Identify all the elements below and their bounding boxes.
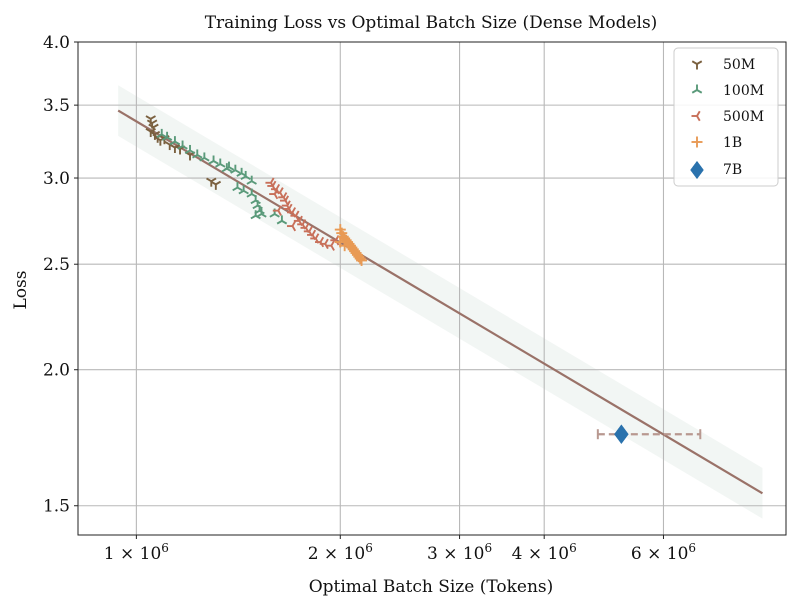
y-tick-label: 2.0	[43, 361, 70, 381]
data-point-100m	[215, 158, 226, 168]
data-point-1b	[339, 240, 351, 252]
data-point-100m	[238, 185, 249, 195]
data-point-500m	[290, 210, 300, 221]
plot-frame	[77, 41, 787, 536]
data-point-7b	[614, 424, 629, 445]
data-point-500m	[325, 240, 335, 251]
y-tick-label: 3.0	[43, 169, 70, 189]
y-tick-label: 1.5	[43, 497, 70, 517]
legend-box	[673, 47, 779, 187]
data-point-100m	[199, 152, 210, 162]
data-point-100m	[240, 170, 251, 181]
data-point-100m	[232, 182, 243, 192]
y-tick-label: 3.5	[43, 96, 70, 116]
x-tick-label: 3 × 106	[427, 541, 492, 564]
legend-label-500m: 500M	[723, 109, 764, 125]
x-axis-label: Optimal Batch Size (Tokens)	[309, 577, 554, 597]
legend: 50M 100M 500M 1B 7B	[673, 47, 779, 187]
legend-markers	[690, 60, 704, 180]
data-point-100m	[208, 155, 219, 165]
legend-label-100m: 100M	[723, 83, 764, 99]
data-point-100m	[256, 208, 267, 218]
legend-marker-500m	[691, 110, 701, 122]
fit-line-layer	[117, 109, 764, 495]
legend-marker-50m	[691, 60, 703, 70]
legend-marker-1b	[691, 136, 703, 148]
y-axis-label: Loss	[11, 271, 31, 310]
x-tick-label: 1 × 106	[104, 541, 169, 564]
x-tick-label: 4 × 106	[512, 541, 577, 564]
data-point-100m	[161, 131, 173, 141]
y-tick-label: 4.0	[43, 33, 70, 53]
data-point-100m	[184, 144, 196, 155]
data-points-layer	[145, 115, 702, 445]
data-point-1b	[354, 253, 366, 265]
data-point-100m	[230, 164, 241, 174]
legend-marker-7b	[690, 160, 704, 180]
fit-line	[117, 109, 764, 495]
data-point-100m	[169, 136, 181, 146]
legend-label-7b: 7B	[723, 162, 742, 178]
legend-label-50m: 50M	[723, 57, 755, 73]
data-point-100m	[156, 128, 167, 138]
data-point-500m	[272, 205, 282, 216]
legend-marker-100m	[691, 84, 703, 94]
data-point-1b	[356, 254, 368, 266]
y-tick-label: 2.5	[43, 255, 70, 275]
data-point-100m	[246, 175, 257, 185]
data-point-50m	[210, 180, 222, 190]
data-point-100m	[276, 215, 288, 225]
x-tick-label: 6 × 106	[631, 541, 696, 564]
legend-label-1b: 1B	[723, 135, 742, 151]
data-point-100m	[192, 149, 203, 159]
data-point-100m	[177, 140, 188, 150]
data-point-100m	[221, 163, 233, 173]
data-point-500m	[286, 220, 297, 232]
x-tick-label: 2 × 106	[308, 541, 373, 564]
chart-title: Training Loss vs Optimal Batch Size (Den…	[205, 13, 658, 33]
tick-layer: 1 × 106 2 × 106 3 × 106 4 × 106 6 × 106 4.0 3.…	[43, 33, 696, 564]
data-point-500m	[269, 188, 279, 200]
